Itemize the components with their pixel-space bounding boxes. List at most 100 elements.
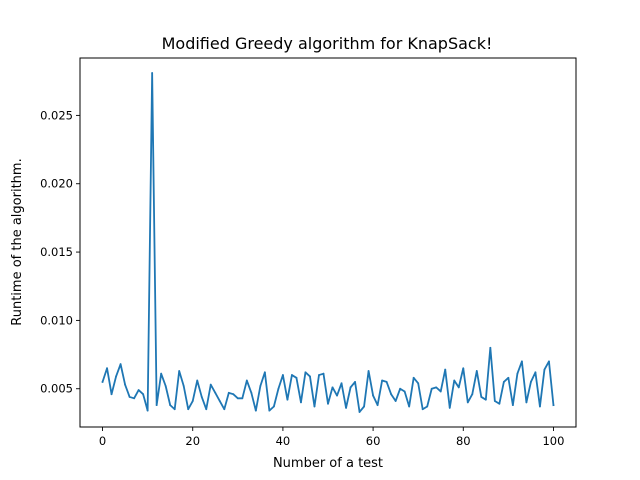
data-point [245,379,248,382]
data-point [421,408,424,411]
data-point [209,383,212,386]
data-point [552,404,555,407]
data-point [525,401,528,404]
data-points [101,72,555,413]
data-point [241,397,244,400]
data-point [304,371,307,374]
data-point [232,393,235,396]
plot-background [80,58,576,427]
data-point [106,367,108,370]
data-point [322,372,325,375]
data-point [507,376,510,379]
data-point [358,411,361,413]
data-point [520,360,523,363]
data-point [250,391,253,394]
data-point [543,368,546,371]
data-point [259,385,262,387]
data-point [444,368,447,371]
x-tick-label: 40 [276,434,291,448]
data-point [336,394,338,397]
data-point [124,383,126,386]
data-point [408,405,411,408]
data-point [187,408,190,411]
y-tick-label: 0.010 [40,313,73,327]
y-axis-ticks: 0.005 0.010 0.015 0.020 0.025 [40,108,80,396]
data-point [133,397,136,400]
x-tick-label: 100 [542,434,564,448]
data-point [475,370,478,372]
data-point [430,387,433,390]
data-point [282,374,284,376]
data-point [390,393,393,396]
data-point [354,381,356,383]
data-point [381,379,384,382]
data-point [110,393,113,396]
data-point [313,405,316,408]
data-point [295,376,298,379]
y-tick-label: 0.020 [40,177,73,191]
data-point [372,394,374,397]
data-point [191,400,194,402]
data-point [115,375,117,378]
data-point [385,381,388,383]
data-point [155,404,158,407]
data-point [214,391,217,394]
data-point [480,396,483,398]
data-point [291,374,293,376]
x-axis-label: Number of a test [273,456,383,471]
data-point [300,401,302,404]
data-point [403,390,406,393]
data-point [363,405,365,408]
data-point [101,381,104,383]
x-tick-label: 80 [456,434,471,448]
data-point [462,367,465,370]
data-point [534,371,537,374]
x-axis-ticks: 0 20 40 60 80 100 [99,427,564,448]
data-point [453,379,456,382]
data-point [182,385,185,387]
data-point [435,386,438,389]
data-point [539,405,541,408]
data-point [493,400,496,402]
data-point [376,404,379,407]
data-point [236,397,239,400]
x-tick-label: 60 [366,434,381,448]
data-point [263,371,266,374]
data-point [448,406,451,409]
data-point [146,409,149,412]
data-point [327,402,329,405]
data-point [160,372,163,375]
data-point [223,408,226,411]
data-point [530,381,532,383]
x-tick-label: 0 [99,434,106,448]
data-point [548,360,550,363]
chart-title: Modified Greedy algorithm for KnapSack! [162,34,493,53]
data-point [399,387,402,390]
data-point [205,408,208,411]
data-point [516,372,519,375]
data-point [457,386,460,389]
data-point [277,387,280,390]
data-point [349,386,352,389]
data-point [200,396,203,398]
data-point [137,389,140,391]
data-point [498,402,501,405]
data-point [439,390,442,393]
data-point [367,370,370,372]
data-point [484,398,487,401]
data-point [489,346,492,349]
y-tick-label: 0.015 [40,245,73,259]
y-axis-label: Runtime of the algorithm. [10,158,25,325]
data-point [502,381,505,383]
y-tick-label: 0.025 [40,108,73,122]
data-point [309,375,311,378]
data-point [340,382,343,385]
data-point [218,400,221,402]
x-tick-label: 20 [185,434,200,448]
data-point [394,400,397,402]
data-point [511,404,514,407]
data-point [169,404,172,407]
data-point [227,391,230,394]
data-point [142,393,145,396]
